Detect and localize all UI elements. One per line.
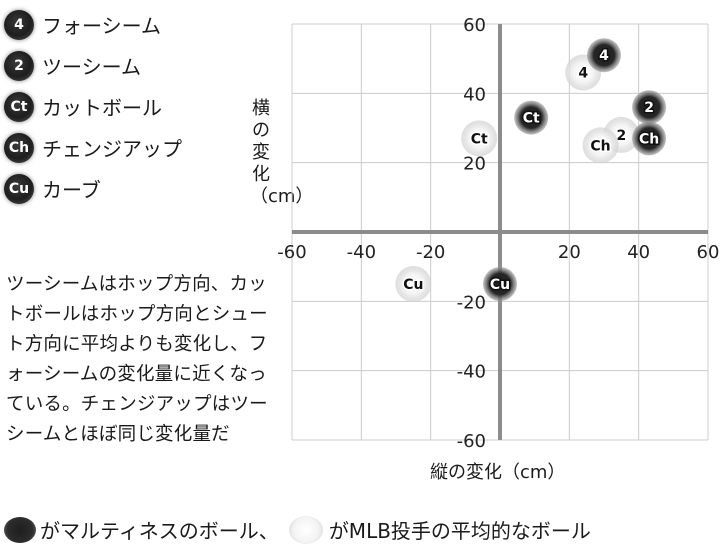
mlb-average-point-ct: Ct: [461, 120, 498, 157]
explanation-note: ツーシームはホップ方向、カットボールはホップ方向とシュート方向に平均よりも変化し…: [6, 274, 268, 445]
point-label: Ct: [471, 131, 488, 147]
mlb-average-point-ch: Ch: [582, 127, 619, 164]
legend-label: カーブ: [42, 178, 101, 202]
mlb-average-point-cu: Cu: [395, 266, 432, 302]
legend-item-four-seam: 4 フォーシーム: [4, 4, 182, 45]
legend: 4 フォーシーム 2 ツーシーム Ct カットボール Ch チェンジアップ Cu…: [4, 4, 182, 209]
point-marker: [582, 127, 619, 164]
point-label: Ct: [523, 111, 540, 127]
y-tick-label: 20: [463, 154, 486, 175]
point-label: 2: [644, 100, 654, 116]
martinez-point-ch: Ch: [632, 121, 667, 156]
legend-label: カットボール: [42, 96, 162, 120]
legend-label: フォーシーム: [42, 14, 161, 38]
legend-label: ツーシーム: [42, 55, 141, 79]
dark-marker-swatch-icon: [4, 516, 36, 543]
point-label: Cu: [490, 277, 510, 293]
x-tick-label: 40: [627, 242, 650, 263]
changeup-badge-icon: Ch: [4, 132, 34, 163]
point-marker: [483, 267, 517, 301]
x-tick-label: -40: [347, 242, 376, 263]
y-tick-label: 60: [463, 15, 486, 36]
footer-legend: がマルティネスのボール、 がMLB投手の平均的なボール: [4, 515, 591, 544]
x-tick-label: 60: [697, 242, 720, 263]
cutter-badge-icon: Ct: [4, 91, 34, 122]
point-marker: [514, 100, 549, 135]
light-marker-swatch-icon: [288, 515, 323, 544]
point-marker: [632, 90, 667, 125]
martinez-point-2: 2: [632, 90, 667, 125]
point-label: 4: [599, 48, 609, 64]
martinez-point-4: 4: [587, 38, 621, 73]
point-label: 2: [616, 128, 626, 144]
point-marker: [587, 38, 621, 73]
point-label: 4: [578, 66, 588, 82]
data-points: 4 2 Ct Ch Cu 4 2 Ct Ch Cu: [395, 38, 667, 302]
point-label: Ch: [639, 131, 659, 147]
point-label: Cu: [403, 277, 423, 293]
martinez-point-ct: Ct: [514, 100, 549, 135]
axes: [292, 24, 708, 440]
tick-labels: -60 -40 -20 20 40 60 60 40 20 -20 -40 -60: [277, 15, 719, 452]
point-marker: [461, 120, 498, 157]
point-marker: [395, 266, 432, 302]
legend-label: チェンジアップ: [42, 137, 182, 161]
y-tick-label: -40: [457, 362, 486, 383]
y-tick-label: -20: [457, 292, 486, 313]
curve-badge-icon: Cu: [4, 173, 34, 204]
four-seam-badge-icon: 4: [4, 9, 34, 40]
martinez-point-cu: Cu: [483, 267, 517, 301]
y-tick-label: -60: [457, 431, 486, 452]
footer-light-text: がMLB投手の平均的なボール: [328, 519, 591, 543]
x-tick-label: 20: [558, 242, 581, 263]
x-tick-label: -20: [416, 242, 445, 263]
legend-item-cutter: Ct カットボール: [4, 86, 182, 127]
legend-item-curve: Cu カーブ: [4, 168, 182, 209]
point-label: Ch: [590, 138, 610, 154]
x-tick-label: -60: [277, 242, 306, 263]
legend-item-changeup: Ch チェンジアップ: [4, 127, 182, 168]
two-seam-badge-icon: 2: [4, 50, 34, 81]
x-axis-label: 縦の変化（cm）: [430, 462, 566, 483]
legend-item-two-seam: 2 ツーシーム: [4, 45, 182, 86]
footer-dark-text: がマルティネスのボール、: [40, 519, 279, 543]
point-marker: [632, 121, 667, 156]
y-tick-label: 40: [463, 84, 486, 105]
